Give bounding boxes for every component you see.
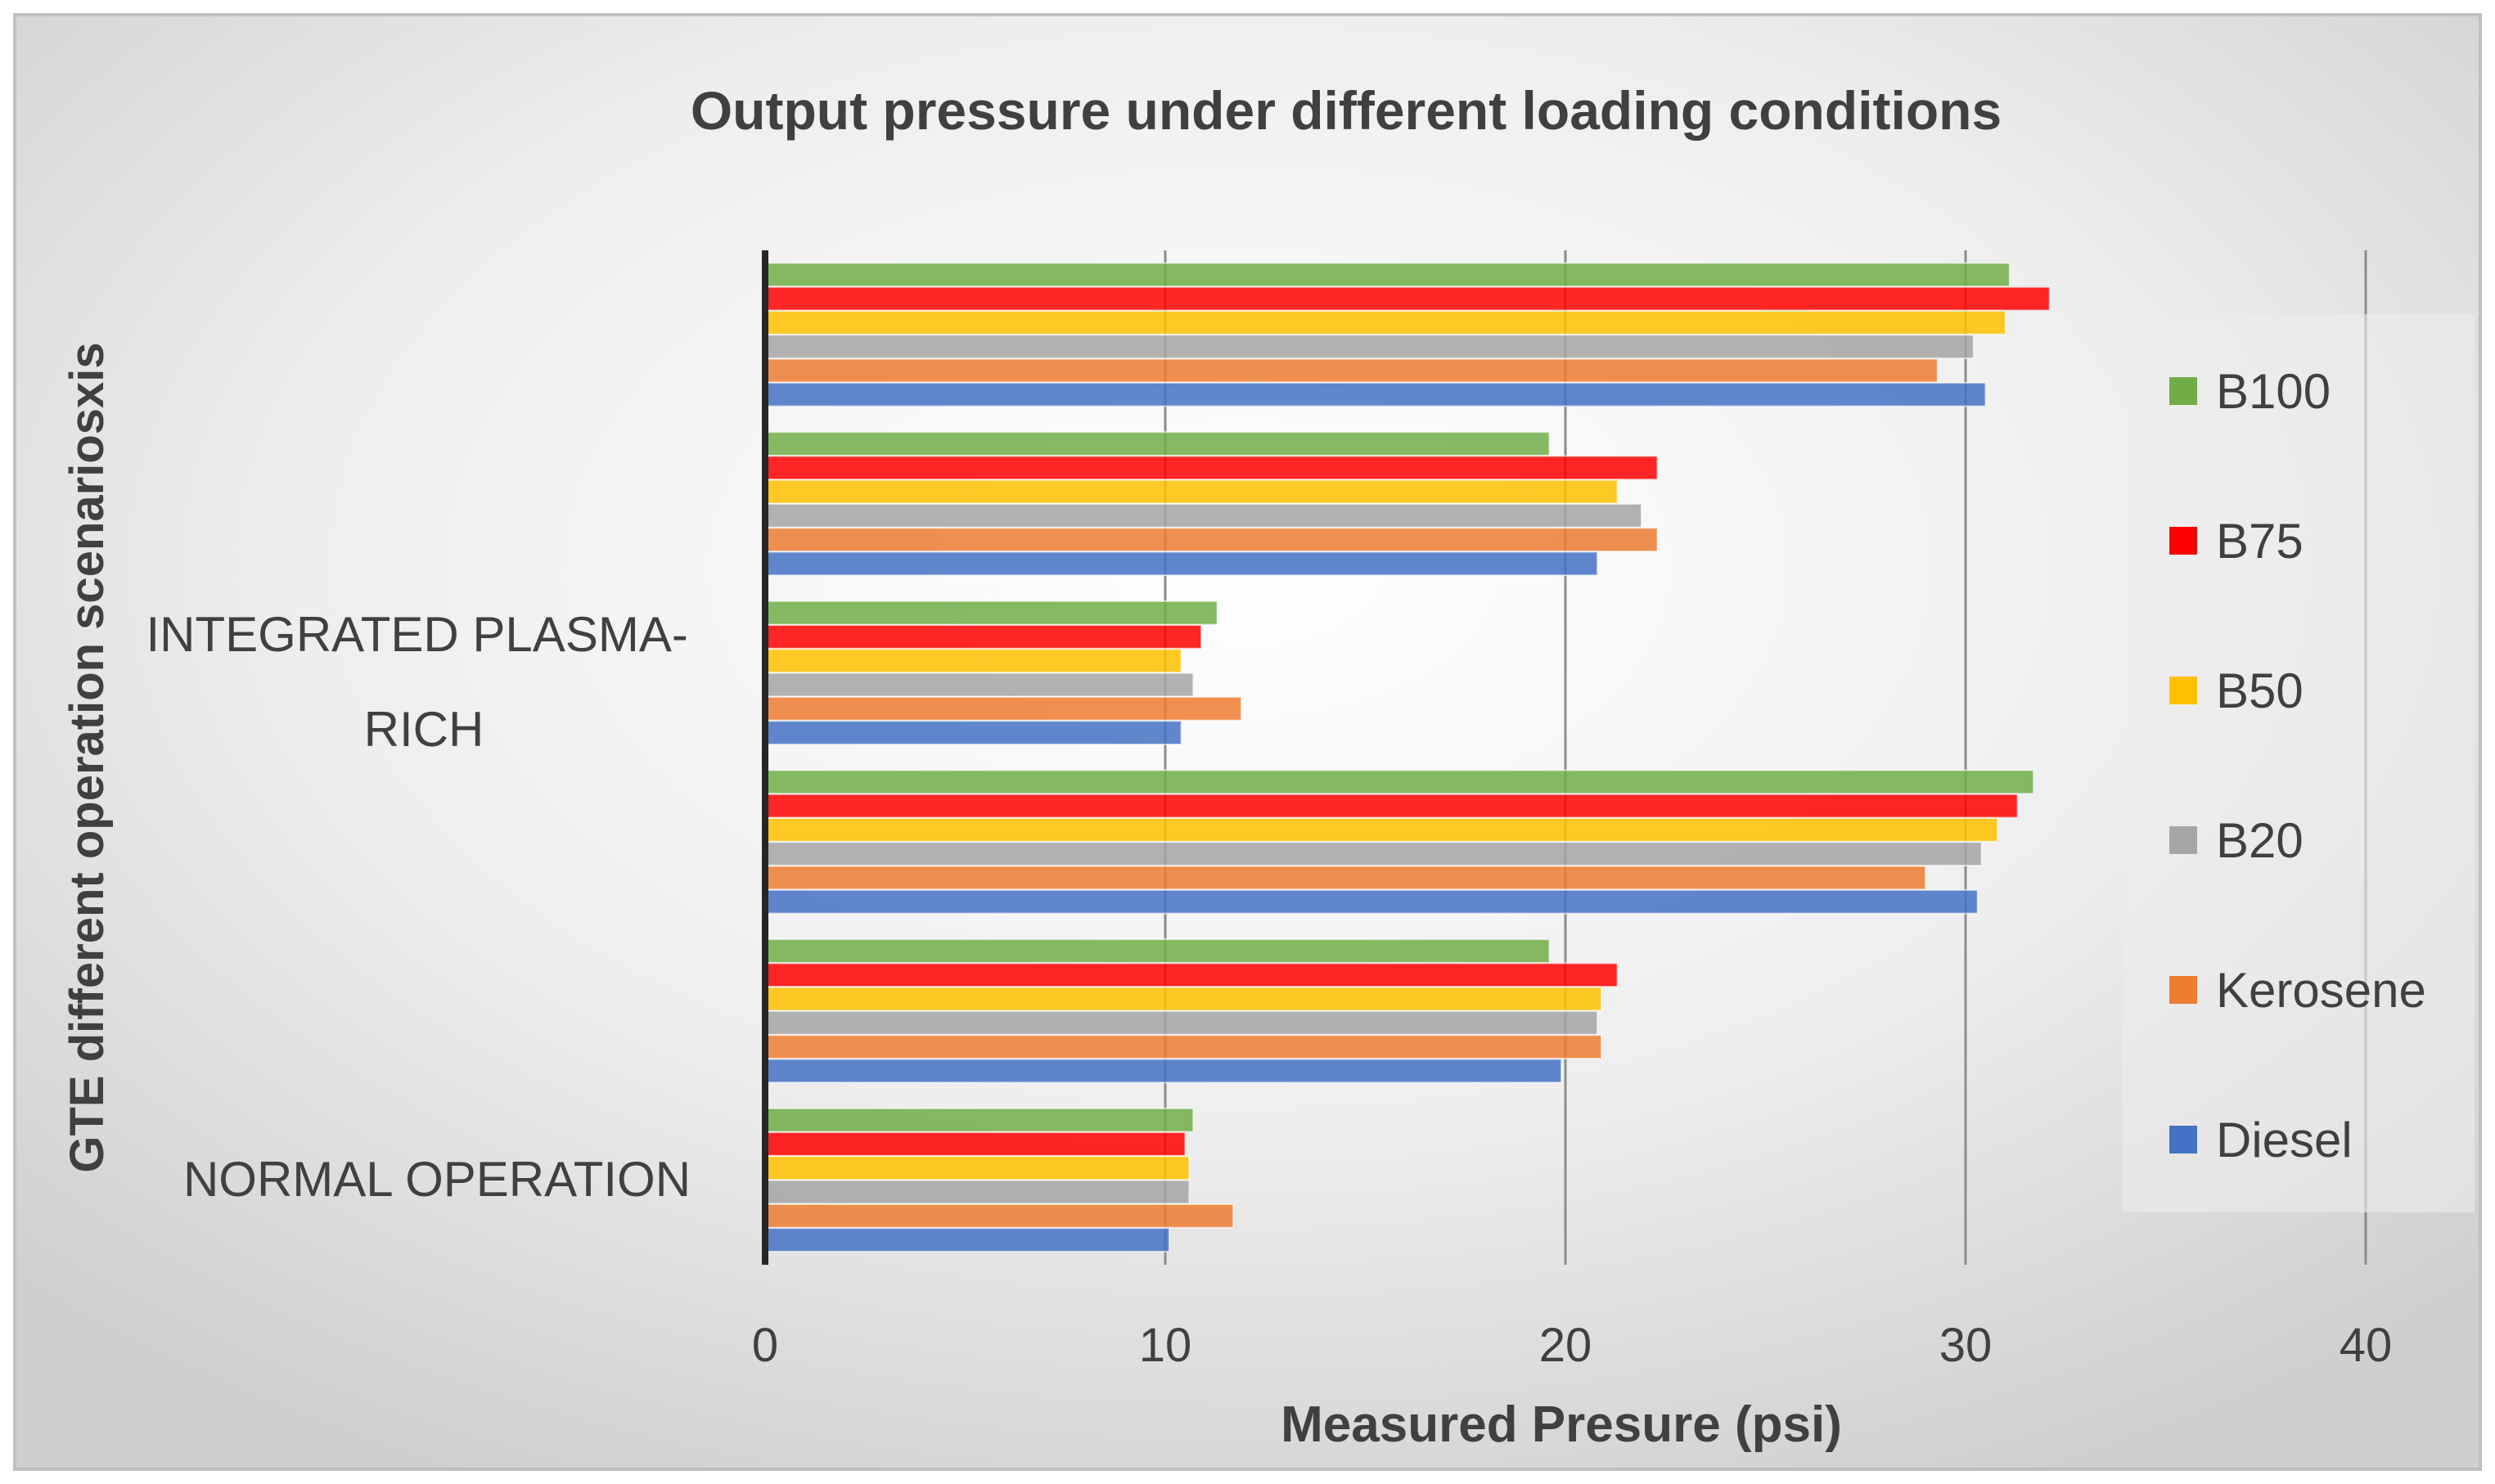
legend-label-kerosene: Kerosene — [2216, 963, 2426, 1018]
bar-b20-group-1 — [764, 334, 1975, 360]
bar-b50-group-1 — [764, 310, 2006, 335]
category-label-integrated-line2: RICH — [364, 702, 484, 757]
x-tick-labels: 0 10 20 30 40 — [752, 1319, 2392, 1372]
legend-swatch-kerosene — [2169, 976, 2197, 1004]
chart-title: Output pressure under different loading … — [691, 80, 2002, 141]
bar-b20-group-3 — [764, 672, 1195, 698]
bar-kerosene-group-2 — [764, 527, 1659, 552]
x-axis-title: Measured Presure (psi) — [1281, 1396, 1842, 1453]
bar-diesel-group-6 — [764, 1227, 1170, 1252]
bar-diesel-group-5 — [764, 1058, 1563, 1084]
bar-diesel-group-2 — [764, 551, 1599, 577]
bar-b75-group-3 — [764, 624, 1203, 650]
legend-swatch-b50 — [2169, 677, 2197, 704]
bar-b50-group-6 — [764, 1155, 1191, 1181]
legend-swatch-b100 — [2169, 377, 2197, 405]
x-tick-label-30: 30 — [1939, 1319, 1993, 1372]
legend-label-b20: B20 — [2216, 813, 2304, 868]
bar-b50-group-5 — [764, 986, 1603, 1012]
bar-kerosene-group-4 — [764, 865, 1927, 891]
legend-swatch-b75 — [2169, 527, 2197, 555]
legend-label-b75: B75 — [2216, 514, 2304, 569]
y-axis-title: GTE different operation scenariosxis — [61, 342, 114, 1172]
bar-b100-group-2 — [764, 431, 1551, 456]
bar-kerosene-group-1 — [764, 358, 1939, 384]
bar-b100-group-1 — [764, 262, 2011, 288]
legend-background — [2123, 314, 2475, 1212]
bar-b100-group-3 — [764, 600, 1218, 626]
legend-label-b100: B100 — [2216, 364, 2331, 419]
bar-b100-group-6 — [764, 1107, 1195, 1133]
x-tick-label-20: 20 — [1539, 1319, 1592, 1372]
bar-b75-group-5 — [764, 962, 1619, 988]
x-tick-label-0: 0 — [752, 1319, 778, 1372]
bar-b75-group-4 — [764, 793, 2019, 819]
category-label-integrated: INTEGRATED PLASMA- RICH — [146, 607, 702, 757]
bar-diesel-group-3 — [764, 720, 1182, 745]
legend-swatch-diesel — [2169, 1126, 2197, 1153]
chart-background — [13, 13, 2482, 1471]
bar-b20-group-2 — [764, 503, 1642, 528]
bar-b75-group-6 — [764, 1131, 1187, 1157]
bar-b20-group-5 — [764, 1010, 1599, 1036]
bar-diesel-group-1 — [764, 381, 1987, 407]
x-tick-label-10: 10 — [1139, 1319, 1192, 1372]
bar-diesel-group-4 — [764, 888, 1979, 915]
bars — [764, 262, 2051, 1252]
category-label-integrated-line1: INTEGRATED PLASMA- — [146, 607, 688, 662]
bar-b100-group-4 — [764, 769, 2035, 795]
bar-kerosene-group-6 — [764, 1203, 1235, 1229]
bar-b50-group-3 — [764, 648, 1182, 674]
bar-kerosene-group-3 — [764, 695, 1242, 722]
x-tick-label-40: 40 — [2340, 1319, 2393, 1372]
category-label-normal: NORMAL OPERATION — [183, 1152, 691, 1207]
legend-label-diesel: Diesel — [2216, 1113, 2353, 1167]
bar-b50-group-2 — [764, 479, 1619, 505]
bar-b75-group-1 — [764, 286, 2051, 312]
bar-b20-group-6 — [764, 1179, 1191, 1205]
bar-b20-group-4 — [764, 841, 1983, 867]
legend-label-b50: B50 — [2216, 663, 2304, 718]
bar-b100-group-5 — [764, 938, 1551, 964]
bar-b75-group-2 — [764, 455, 1659, 481]
bar-kerosene-group-5 — [764, 1034, 1603, 1059]
legend-swatch-b20 — [2169, 826, 2197, 854]
bar-b50-group-4 — [764, 817, 1999, 843]
legend: B100 B75 B50 B20 Kerosene Diesel — [2169, 364, 2426, 1167]
